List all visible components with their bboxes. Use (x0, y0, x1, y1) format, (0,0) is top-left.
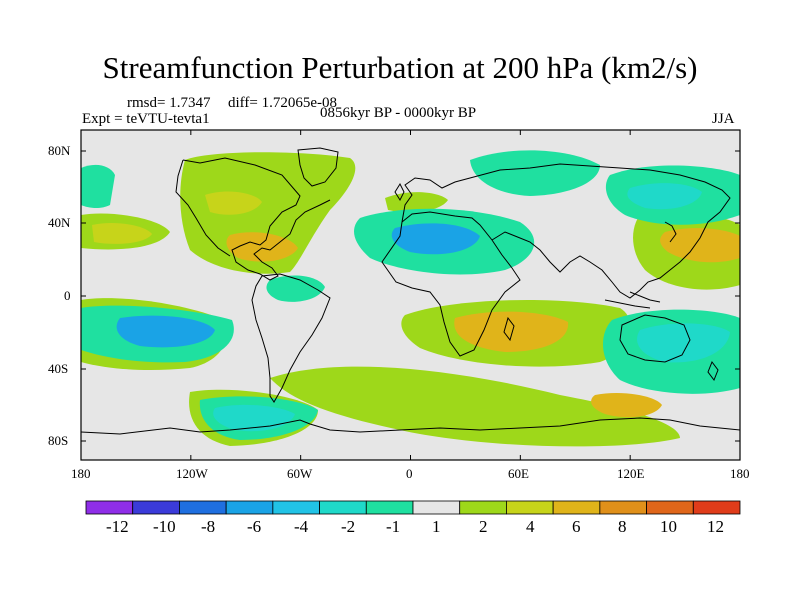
colorbar-label: 4 (526, 517, 535, 536)
coastlines (81, 147, 740, 435)
colorbar-swatch (599, 500, 647, 515)
x-tick-label: 180 (730, 466, 750, 481)
x-tick-label: 120E (617, 466, 645, 481)
colorbar-swatch (646, 500, 694, 515)
colorbar-swatch (459, 500, 507, 515)
contour-south-indian-positive-core (454, 311, 569, 352)
period-label: 0856kyr BP - 0000kyr BP (320, 105, 477, 121)
colorbar-swatch (506, 500, 554, 515)
coastline-antarctica (81, 417, 740, 435)
y-tick-label: 40N (48, 215, 71, 230)
contour-gulf-positive-core (226, 232, 298, 262)
coastline-africa-eurasia (381, 163, 731, 357)
contour-west-pacific-positive-core (660, 228, 740, 263)
contour-caribbean-negative (266, 275, 325, 302)
coastline-greenland (297, 147, 339, 187)
season-label: JJA (712, 111, 735, 127)
contour-north-africa-negative-core (391, 223, 480, 255)
plot-title: Streamfunction Perturbation at 200 hPa (… (102, 50, 698, 85)
coastline-madagascar (503, 316, 515, 342)
colorbar-swatch (552, 500, 601, 515)
x-tick-label: 60W (287, 466, 313, 481)
colorbar-swatch (225, 500, 274, 515)
coastline-north-america (175, 157, 331, 281)
coastline-australia (619, 314, 691, 363)
colorbar-label: 2 (479, 517, 488, 536)
contour-north-eurasia-negative (470, 150, 600, 196)
colorbar-swatch (85, 500, 134, 515)
colorbar-label: 1 (432, 517, 441, 536)
y-tick-label: 40S (48, 361, 69, 376)
diff-stat: diff= 1.72065e-08 (228, 95, 337, 111)
contour-west-pacific-north-negative (81, 164, 115, 209)
contour-north-pacific-negative-core (627, 183, 702, 210)
coastline-japan (664, 221, 677, 243)
colorbar-swatch (319, 500, 367, 515)
colorbar-label: -1 (386, 517, 401, 536)
colorbar-label: -2 (341, 517, 356, 536)
contour-east-pacific-negative-core (116, 315, 215, 348)
colorbar-label: -4 (294, 517, 309, 536)
y-tick-label: 80N (48, 143, 71, 158)
y-tick-label: 80S (48, 433, 69, 448)
colorbar-label: -8 (201, 517, 216, 536)
colorbar-label: 10 (660, 517, 677, 536)
colorbar-swatch (365, 500, 414, 515)
colorbar-swatch (412, 500, 461, 515)
x-tick-label: 120W (176, 466, 208, 481)
y-tick-label: 0 (64, 288, 71, 303)
experiment-label: Expt = teVTU-tevta1 (82, 111, 210, 127)
coastline-uk (394, 182, 405, 202)
colorbar-label: -12 (106, 517, 129, 536)
contour-australia-negative-core (637, 323, 730, 363)
coastline-indonesia (604, 291, 661, 309)
colorbar-label: 6 (572, 517, 581, 536)
axis-ticks (80, 130, 741, 460)
contour-north-america-positive (180, 152, 356, 274)
colorbar-swatch (179, 500, 227, 515)
contour-north-atlantic-positive (385, 192, 448, 213)
colorbar-label: 12 (707, 517, 724, 536)
contour-fills (81, 150, 740, 447)
coastline-new-zealand (707, 360, 719, 382)
coastline-south-america (251, 273, 331, 403)
x-tick-label: 0 (406, 466, 413, 481)
contour-atlantic-positive-core (92, 223, 152, 244)
colorbar-label: -10 (153, 517, 176, 536)
contour-southern-ocean-positive (270, 366, 680, 447)
colorbar-label: 8 (618, 517, 627, 536)
colorbar-swatch (272, 500, 320, 515)
contour-north-america-positive-core (205, 191, 262, 215)
colorbar-label: -6 (247, 517, 262, 536)
x-tick-label: 60E (508, 466, 529, 481)
colorbar-swatch (132, 500, 180, 515)
rmsd-stat: rmsd= 1.7347 (127, 95, 211, 111)
colorbar-swatch (692, 500, 741, 515)
contour-australia-positive-core (591, 393, 662, 418)
x-tick-label: 180 (71, 466, 91, 481)
